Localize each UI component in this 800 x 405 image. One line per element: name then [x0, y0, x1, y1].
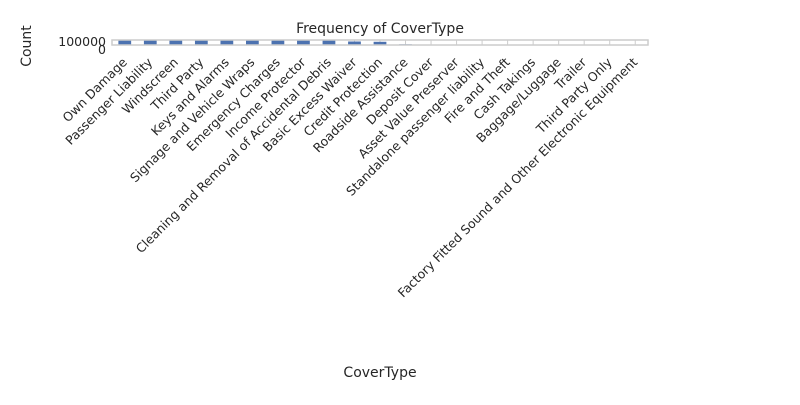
- y-tick-label: 100000: [58, 34, 106, 49]
- y-axis-label: Count: [19, 25, 35, 67]
- x-axis-label: CoverType: [343, 365, 416, 381]
- chart-title: Frequency of CoverType: [296, 21, 464, 37]
